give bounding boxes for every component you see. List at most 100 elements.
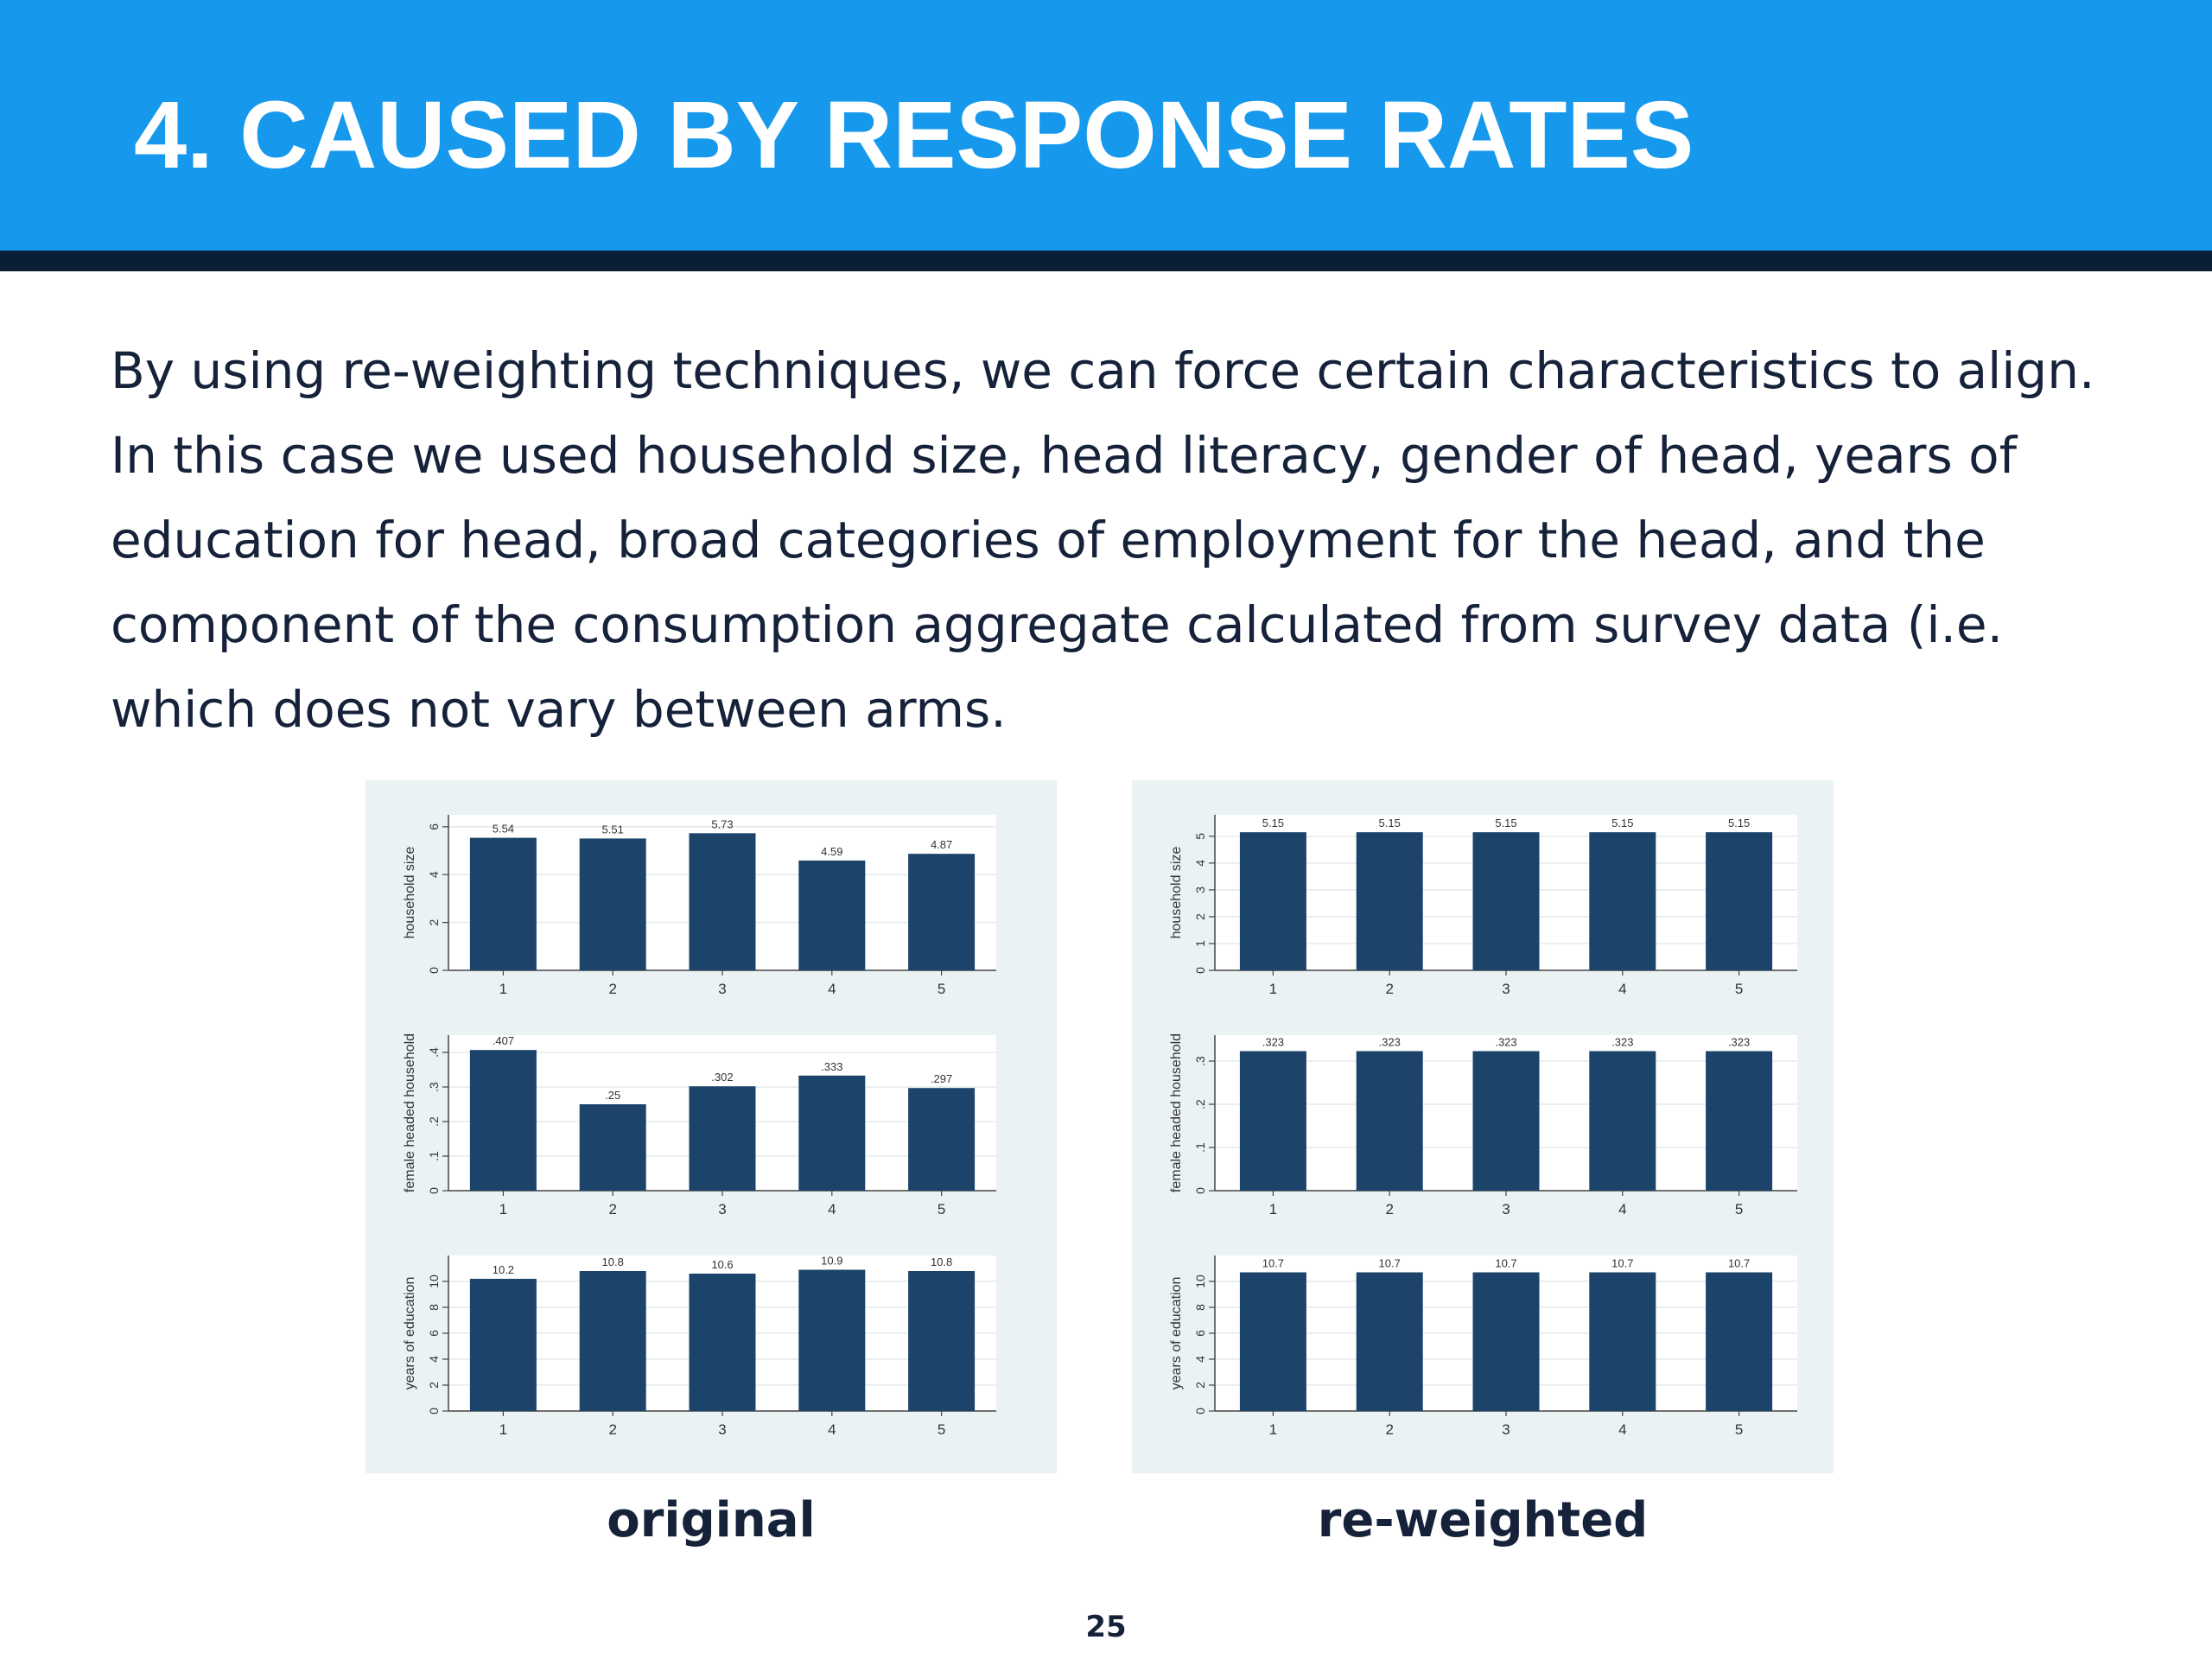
y-tick-label: 0 — [427, 967, 441, 974]
y-tick-label: 2 — [427, 1382, 441, 1389]
x-tick-label: 5 — [938, 981, 945, 997]
bar-value-label: .323 — [1611, 1036, 1633, 1049]
bar-value-label: 5.73 — [711, 817, 733, 830]
bar — [1356, 1051, 1423, 1191]
x-tick-label: 5 — [1735, 1421, 1743, 1438]
y-tick-label: .1 — [427, 1151, 441, 1161]
bar-chart-re-weighted-1: 0 .1 .2 .3 female headed household .323 1 .323 2… — [1169, 1033, 1797, 1217]
y-tick-label: 2 — [427, 919, 441, 926]
y-axis-label: years of education — [403, 1277, 417, 1390]
bar — [1356, 1272, 1423, 1411]
bar-value-label: 10.7 — [1495, 1257, 1516, 1270]
bar — [579, 838, 646, 970]
x-tick-label: 4 — [828, 1421, 836, 1438]
x-tick-label: 2 — [1385, 1201, 1393, 1217]
bar-value-label: .323 — [1728, 1036, 1750, 1049]
bar-value-label: 5.51 — [602, 823, 624, 836]
title-bar: 4. CAUSED BY RESPONSE RATES — [0, 0, 2212, 251]
bar — [798, 1075, 866, 1191]
x-tick-label: 1 — [1269, 1201, 1277, 1217]
bar-value-label: 10.7 — [1379, 1257, 1401, 1270]
y-tick-label: 8 — [1193, 1304, 1207, 1311]
y-tick-label: .1 — [1193, 1142, 1207, 1153]
y-axis-label: female headed household — [403, 1033, 417, 1192]
bar — [689, 1274, 756, 1411]
bar — [689, 833, 756, 970]
y-axis-label: female headed household — [1169, 1033, 1184, 1192]
bar-value-label: 5.15 — [1379, 817, 1401, 830]
bar-value-label: 10.7 — [1611, 1257, 1633, 1270]
bar-chart-original-1: 0 .1 .2 .3 .4 female headed household .407 1 .25… — [403, 1033, 996, 1217]
bar-value-label: 10.6 — [711, 1258, 733, 1271]
x-tick-label: 1 — [499, 1421, 507, 1438]
bar-chart-original-2: 0 2 4 6 8 10 years of education 10.2 1 10.8 2 10.6 3… — [403, 1255, 996, 1438]
x-tick-label: 3 — [718, 1201, 726, 1217]
bar-value-label: .323 — [1379, 1036, 1401, 1049]
x-tick-label: 4 — [828, 981, 836, 997]
x-tick-label: 4 — [1618, 981, 1626, 997]
y-tick-label: 2 — [1193, 913, 1207, 920]
y-tick-label: 5 — [1193, 833, 1207, 840]
x-tick-label: 4 — [1618, 1421, 1626, 1438]
bar-chart-re-weighted-0: 0 1 2 3 4 5 household size 5.15 1 5.15 2 5.15 3 5.15 4… — [1169, 815, 1797, 997]
bar-chart-original-0: 0 2 4 6 household size 5.54 1 5.51 2 5.73 3 4.59 4 4.… — [403, 815, 996, 997]
y-tick-label: 4 — [1193, 860, 1207, 867]
bar-value-label: 5.15 — [1728, 817, 1750, 830]
y-axis-label: years of education — [1169, 1277, 1184, 1390]
bar — [908, 1271, 976, 1411]
bar — [1472, 1272, 1540, 1411]
bar-value-label: .407 — [493, 1034, 514, 1047]
slide-title: 4. CAUSED BY RESPONSE RATES — [134, 82, 1694, 188]
x-tick-label: 4 — [828, 1201, 836, 1217]
x-tick-label: 1 — [1269, 981, 1277, 997]
bar-value-label: 10.8 — [931, 1255, 952, 1268]
y-tick-label: 3 — [1193, 887, 1207, 893]
x-tick-label: 1 — [499, 1201, 507, 1217]
bar-value-label: .25 — [605, 1089, 620, 1102]
bar — [1706, 832, 1773, 970]
bar — [1706, 1272, 1773, 1411]
original-chart-panel: 0 2 4 6 household size 5.54 1 5.51 2 5.73 3 4.59 4 4.… — [365, 780, 1057, 1473]
y-tick-label: 2 — [1193, 1382, 1207, 1389]
y-tick-label: 0 — [1193, 1187, 1207, 1194]
y-tick-label: 0 — [1193, 967, 1207, 974]
x-tick-label: 2 — [608, 1201, 616, 1217]
x-tick-label: 2 — [608, 1421, 616, 1438]
bar — [1589, 1051, 1656, 1191]
x-tick-label: 3 — [1502, 1421, 1510, 1438]
x-tick-label: 3 — [718, 981, 726, 997]
bar-value-label: .333 — [821, 1060, 842, 1073]
x-tick-label: 5 — [938, 1421, 945, 1438]
y-tick-label: .3 — [427, 1082, 441, 1092]
y-tick-label: 0 — [427, 1187, 441, 1194]
x-tick-label: 4 — [1618, 1201, 1626, 1217]
bar — [1589, 1272, 1656, 1411]
title-bar-rule — [0, 251, 2212, 271]
bar — [469, 1050, 537, 1191]
bar — [1589, 832, 1656, 970]
bar-value-label: 10.7 — [1262, 1257, 1284, 1270]
bar-value-label: 5.15 — [1611, 817, 1633, 830]
y-tick-label: 6 — [427, 1330, 441, 1337]
bar-value-label: 5.15 — [1262, 817, 1284, 830]
page-number: 25 — [1085, 1610, 1127, 1644]
bar-value-label: 4.87 — [931, 838, 952, 851]
x-tick-label: 2 — [608, 981, 616, 997]
bar-value-label: .323 — [1495, 1036, 1516, 1049]
y-tick-label: 10 — [427, 1274, 441, 1288]
bar — [469, 837, 537, 970]
x-tick-label: 3 — [1502, 981, 1510, 997]
y-tick-label: .2 — [1193, 1099, 1207, 1109]
body-line: education for head, broad categories of … — [111, 511, 1986, 569]
bar-value-label: .323 — [1262, 1036, 1284, 1049]
x-tick-label: 2 — [1385, 981, 1393, 997]
y-tick-label: 0 — [1193, 1408, 1207, 1414]
bar — [1239, 1272, 1306, 1411]
y-tick-label: 6 — [1193, 1330, 1207, 1337]
y-tick-label: .3 — [1193, 1056, 1207, 1066]
bar — [908, 1088, 976, 1191]
bar-value-label: .297 — [931, 1072, 952, 1085]
bar — [1239, 1051, 1306, 1191]
bar — [1356, 832, 1423, 970]
y-tick-label: 6 — [427, 823, 441, 830]
